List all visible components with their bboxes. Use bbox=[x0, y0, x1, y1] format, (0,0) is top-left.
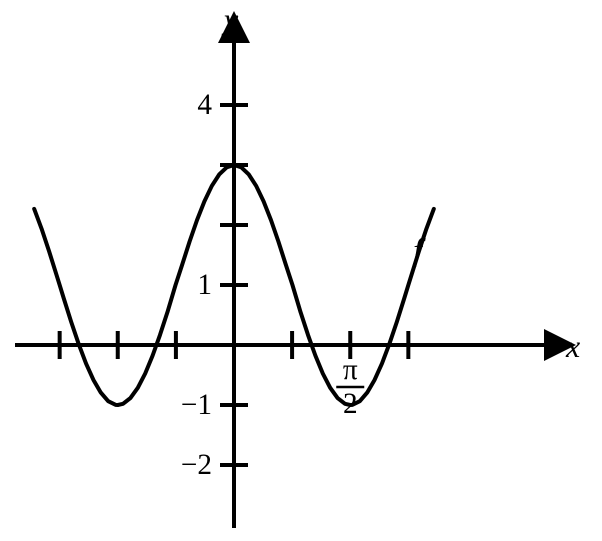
cosine-chart: π2 −2 −1 1 4 bbox=[0, 0, 602, 541]
y-tick-label: −1 bbox=[181, 389, 212, 421]
x-tick-label-fraction: π2 bbox=[336, 354, 364, 420]
x-axis-label: x bbox=[566, 329, 580, 365]
y-tick-label: −2 bbox=[181, 449, 212, 481]
svg-text:π: π bbox=[343, 354, 358, 386]
function-label: f bbox=[413, 232, 422, 268]
y-tick-label: 1 bbox=[197, 269, 212, 301]
y-tick-label: 4 bbox=[197, 89, 212, 121]
y-axis-label: y bbox=[224, 2, 238, 38]
